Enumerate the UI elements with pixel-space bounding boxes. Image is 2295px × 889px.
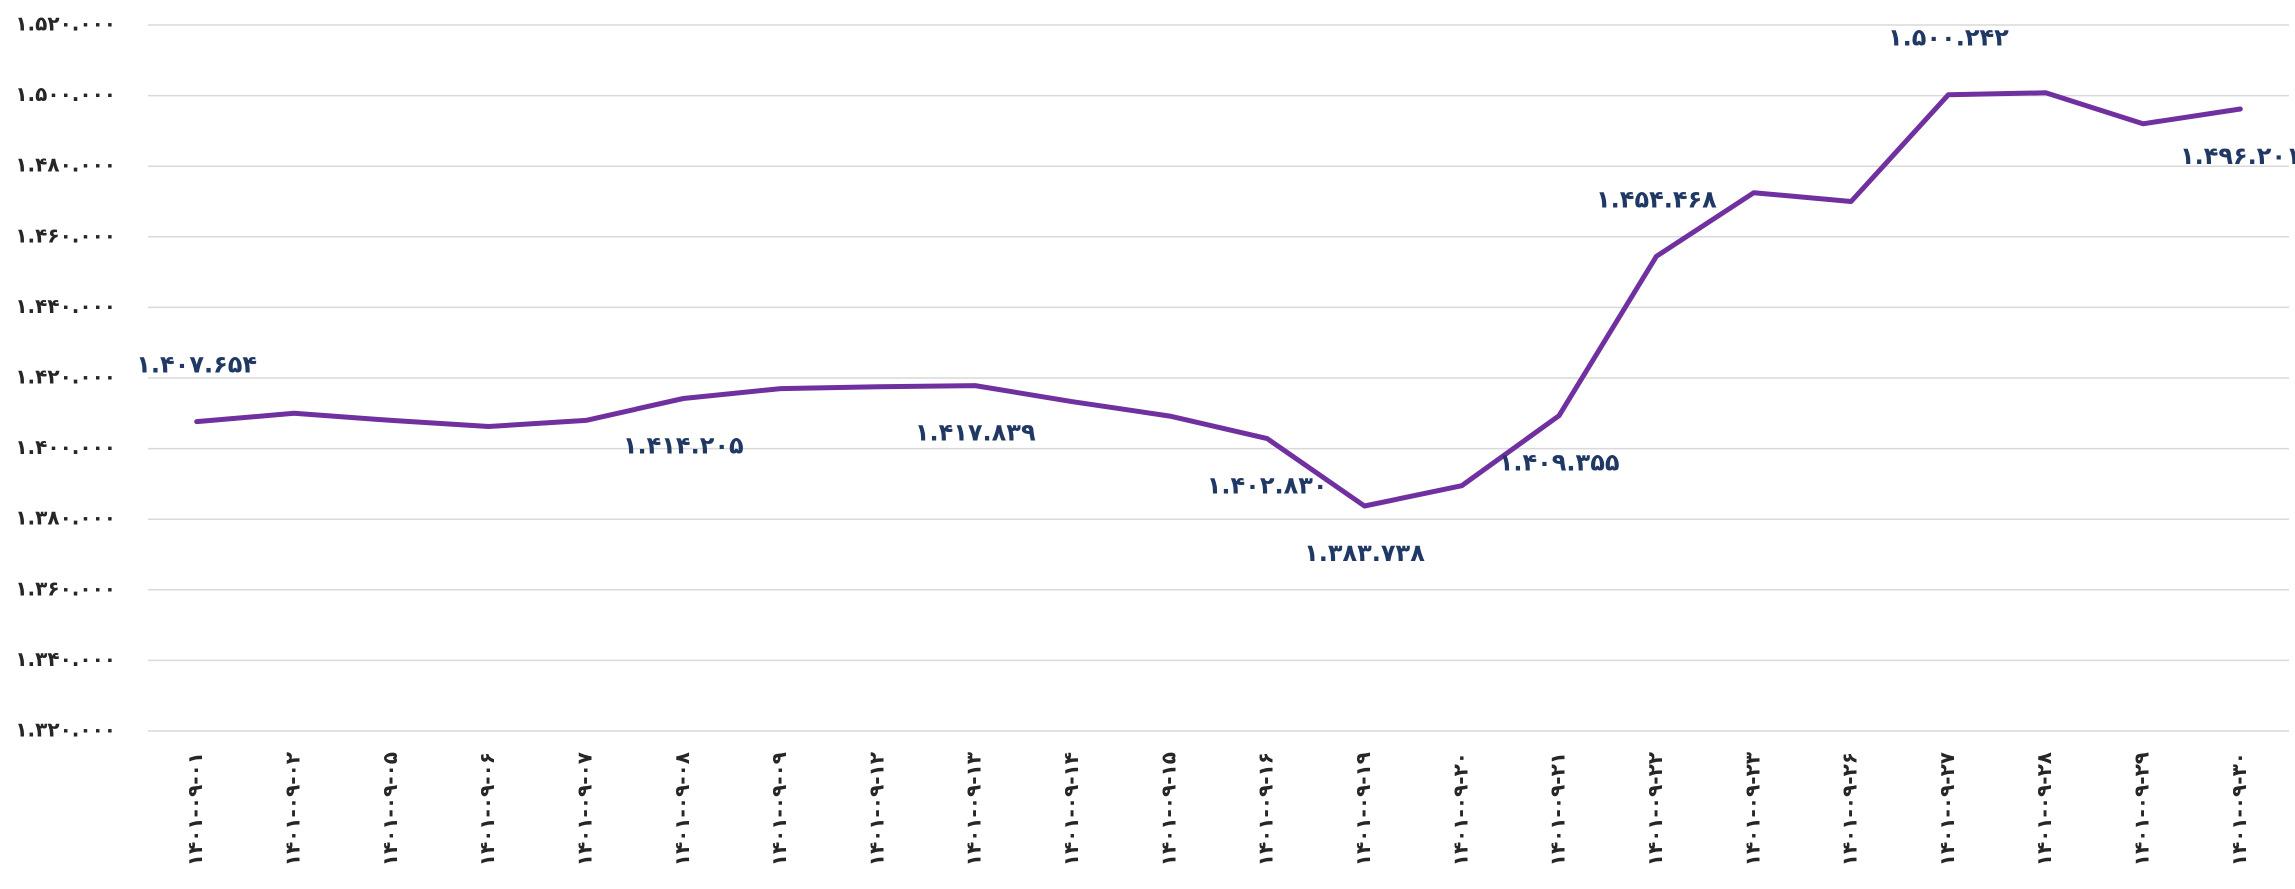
y-tick-label: ۱.۴۲۰.۰۰۰ xyxy=(15,365,116,389)
data-label: ۱.۴۱۴.۲۰۵ xyxy=(623,431,744,459)
x-tick-label: ۱۴۰۱-۰۹-۱۴ xyxy=(1059,752,1083,866)
x-tick-label: ۱۴۰۱-۰۹-۲۲ xyxy=(1643,752,1667,866)
x-tick-label: ۱۴۰۱-۰۹-۰۹ xyxy=(767,752,791,866)
y-tick-label: ۱.۴۴۰.۰۰۰ xyxy=(15,294,116,318)
x-tick-label: ۱۴۰۱-۰۹-۲۳ xyxy=(1740,752,1764,866)
data-label: ۱.۴۹۶.۲۰۱ xyxy=(2180,142,2295,170)
x-tick-label: ۱۴۰۱-۰۹-۰۲ xyxy=(280,752,304,866)
x-tick-label: ۱۴۰۱-۰۹-۰۸ xyxy=(670,752,694,866)
data-label: ۱.۴۰۹.۳۵۵ xyxy=(1499,449,1620,477)
x-tick-label: ۱۴۰۱-۰۹-۲۰ xyxy=(1448,752,1472,866)
y-tick-label: ۱.۵۲۰.۰۰۰ xyxy=(15,12,116,36)
x-tick-label: ۱۴۰۱-۰۹-۰۵ xyxy=(378,752,402,866)
x-tick-label: ۱۴۰۱-۰۹-۱۵ xyxy=(1156,752,1180,866)
x-tick-label: ۱۴۰۱-۰۹-۱۳ xyxy=(962,752,986,866)
y-tick-label: ۱.۴۰۰.۰۰۰ xyxy=(15,435,116,459)
y-tick-label: ۱.۳۸۰.۰۰۰ xyxy=(15,506,116,530)
data-label: ۱.۴۰۲.۸۳۰ xyxy=(1207,472,1328,500)
x-tick-label: ۱۴۰۱-۰۹-۲۹ xyxy=(2130,752,2154,866)
y-tick-label: ۱.۳۶۰.۰۰۰ xyxy=(15,576,116,600)
data-line xyxy=(194,90,2243,509)
x-tick-label: ۱۴۰۱-۰۹-۲۱ xyxy=(1546,752,1570,866)
x-tick-label: ۱۴۰۱-۰۹-۱۹ xyxy=(1351,752,1375,866)
y-tick-label: ۱.۵۰۰.۰۰۰ xyxy=(15,82,116,106)
y-tick-label: ۱.۴۸۰.۰۰۰ xyxy=(15,153,116,177)
data-label: ۱.۴۰۷.۶۵۴ xyxy=(136,351,257,379)
x-tick-label: ۱۴۰۱-۰۹-۰۷ xyxy=(572,752,596,866)
data-label: ۱.۴۱۷.۸۳۹ xyxy=(915,419,1036,447)
x-tick-label: ۱۴۰۱-۰۹-۲۸ xyxy=(2032,752,2056,866)
data-label: ۱.۵۰۰.۲۴۲ xyxy=(1888,24,2009,52)
x-tick-label: ۱۴۰۱-۰۹-۰۱ xyxy=(183,752,207,866)
x-tick-label: ۱۴۰۱-۰۹-۰۶ xyxy=(475,752,499,866)
x-tick-label: ۱۴۰۱-۰۹-۳۰ xyxy=(2227,752,2251,866)
x-tick-label: ۱۴۰۱-۰۹-۲۶ xyxy=(1838,752,1862,866)
y-tick-label: ۱.۳۲۰.۰۰۰ xyxy=(15,718,116,742)
data-label: ۱.۴۵۴.۴۶۸ xyxy=(1596,185,1717,213)
y-tick-label: ۱.۴۶۰.۰۰۰ xyxy=(15,223,116,247)
x-tick-label: ۱۴۰۱-۰۹-۲۷ xyxy=(1935,752,1959,866)
y-tick-label: ۱.۳۴۰.۰۰۰ xyxy=(15,647,116,671)
x-tick-label: ۱۴۰۱-۰۹-۱۶ xyxy=(1254,752,1278,866)
x-tick-label: ۱۴۰۱-۰۹-۱۲ xyxy=(864,752,888,866)
data-label: ۱.۳۸۳.۷۳۸ xyxy=(1304,539,1425,567)
